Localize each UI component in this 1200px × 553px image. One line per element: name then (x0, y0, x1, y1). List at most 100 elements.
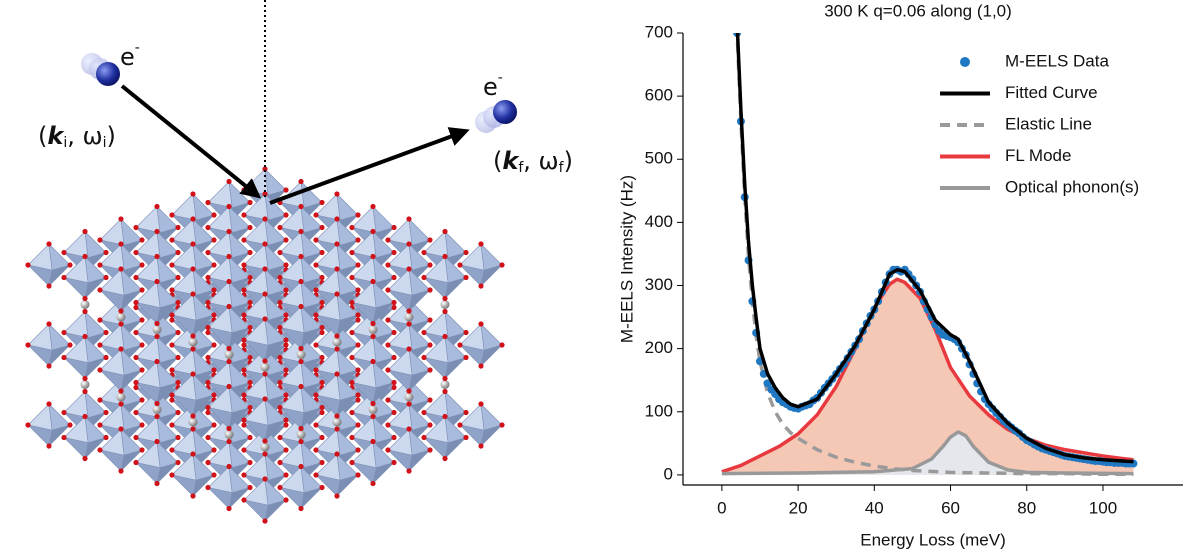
oxygen-atom (175, 329, 181, 336)
oxygen-atom (82, 375, 88, 382)
oxygen-atom (103, 249, 109, 256)
oxygen-atom (154, 253, 160, 260)
oxygen-atom (421, 274, 427, 281)
oxygen-atom (319, 459, 325, 466)
oxygen-atom (349, 329, 355, 336)
oxygen-atom (169, 237, 175, 243)
oxygen-atom (133, 304, 139, 311)
scattered-electron (475, 100, 517, 133)
y-tick-label: 500 (645, 149, 673, 168)
oxygen-atom (391, 304, 397, 311)
oxygen-atom (391, 329, 397, 336)
octahedron-face (300, 327, 323, 350)
oxygen-atom (97, 447, 103, 453)
oxygen-atom (427, 342, 433, 348)
oxygen-atom (169, 392, 175, 398)
oxygen-atom (355, 317, 361, 323)
oxygen-atom (46, 283, 52, 289)
cation-atom (188, 337, 198, 347)
oxygen-atom (334, 241, 340, 247)
oxygen-atom (370, 228, 376, 235)
oxygen-atom (427, 317, 433, 323)
oxygen-atom (319, 379, 325, 386)
oxygen-atom (283, 312, 289, 318)
oxygen-atom (118, 468, 124, 474)
oxygen-atom (226, 178, 232, 185)
y-tick-label: 200 (645, 338, 673, 357)
oxygen-atom (175, 274, 181, 281)
cation-atom (368, 325, 378, 334)
oxygen-atom (205, 329, 211, 336)
oxygen-atom (154, 320, 160, 327)
oxygen-atom (442, 333, 448, 340)
x-tick-label: 0 (717, 498, 726, 517)
oxygen-atom (313, 287, 319, 293)
oxygen-atom (139, 397, 145, 403)
oxygen-atom (247, 354, 253, 361)
oxygen-atom (478, 241, 484, 247)
oxygen-atom (442, 413, 448, 420)
oxygen-atom (391, 459, 397, 466)
oxygen-atom (499, 262, 505, 268)
oxygen-atom (175, 224, 181, 231)
crystal-lattice (25, 166, 505, 524)
oxygen-atom (313, 237, 319, 243)
oxygen-atom (247, 199, 253, 206)
oxygen-atom (427, 262, 433, 268)
oxygen-atom (427, 447, 433, 453)
oxygen-atom (319, 249, 325, 256)
oxygen-atom (211, 342, 217, 348)
oxygen-atom (118, 216, 124, 222)
oxygen-atom (478, 443, 484, 449)
oxygen-atom (241, 367, 247, 373)
octahedron-face (228, 327, 251, 350)
oxygen-atom (421, 409, 427, 416)
octahedron-face (480, 264, 503, 287)
oxygen-atom (385, 422, 391, 428)
octahedron-face (372, 462, 395, 485)
oxygen-atom (283, 237, 289, 243)
octahedron-face (156, 302, 179, 325)
oxygen-atom (154, 438, 160, 445)
oxygen-atom (298, 178, 304, 185)
oxygen-atom (25, 262, 31, 268)
octahedron-face (156, 462, 179, 485)
oxygen-atom (298, 345, 304, 352)
oxygen-atom (277, 224, 283, 231)
oxygen-atom (175, 434, 181, 441)
oxygen-atom (247, 379, 253, 386)
oxygen-atom (46, 443, 52, 449)
oxygen-atom (298, 438, 304, 445)
oxygen-atom (442, 388, 448, 395)
oxygen-atom (190, 426, 196, 432)
oxygen-atom (97, 317, 103, 323)
octahedron-face (408, 369, 431, 392)
oxygen-atom (406, 321, 412, 327)
oxygen-atom (139, 287, 145, 293)
oxygen-atom (349, 354, 355, 361)
oxygen-atom (457, 342, 463, 348)
oxygen-atom (370, 480, 376, 487)
oxygen-atom (349, 249, 355, 256)
oxygen-atom (205, 434, 211, 441)
oxygen-atom (118, 308, 124, 314)
octahedron-face (300, 407, 323, 430)
oxygen-atom (139, 237, 145, 243)
y-tick-label: 400 (645, 212, 673, 231)
chart-title: 300 K q=0.06 along (1,0) (824, 1, 1012, 20)
oxygen-atom (349, 274, 355, 281)
cation-atom (332, 337, 342, 347)
oxygen-atom (457, 422, 463, 428)
oxygen-atom (154, 400, 160, 407)
oxygen-atom (241, 422, 247, 428)
oxygen-atom (190, 346, 196, 352)
oxygen-atom (385, 397, 391, 403)
oxygen-atom (457, 262, 463, 268)
oxygen-atom (211, 312, 217, 318)
oxygen-atom (442, 228, 448, 235)
oxygen-atom (169, 342, 175, 348)
oxygen-atom (385, 287, 391, 293)
oxygen-atom (226, 228, 232, 235)
area-fill (721, 431, 1134, 475)
oxygen-atom (277, 249, 283, 256)
